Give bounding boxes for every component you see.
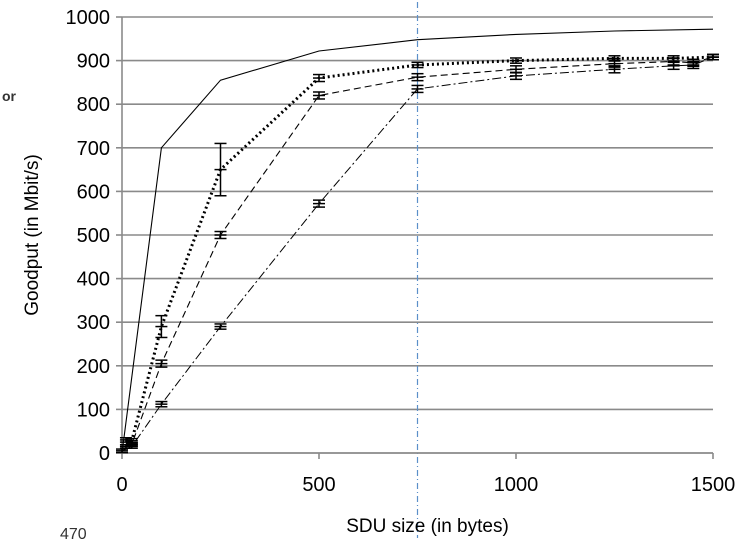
series-line-3 bbox=[125, 56, 714, 448]
error-bar-s2-3 bbox=[214, 142, 227, 197]
error-bar-s2-6 bbox=[510, 57, 522, 64]
y-tick-label-0: 0 bbox=[99, 443, 110, 465]
x-tick-labels: 0 500 1000 1500 bbox=[116, 474, 735, 496]
x-tick-label-0: 0 bbox=[116, 474, 127, 496]
x-tick-label-1500: 1500 bbox=[691, 474, 736, 496]
error-bar-s4-7 bbox=[608, 65, 621, 74]
cropped-text-fragment-left: or bbox=[2, 88, 16, 104]
error-bar-s4-1 bbox=[125, 443, 138, 449]
error-bar-s4-4 bbox=[313, 199, 325, 208]
error-bar-s4-2 bbox=[155, 400, 168, 408]
cropped-text-fragment-bottom: 470 bbox=[60, 526, 87, 543]
series-line-2 bbox=[125, 55, 714, 443]
error-bar-s4-0 bbox=[116, 448, 128, 454]
y-tick-label-800: 800 bbox=[77, 94, 110, 116]
error-bar-s3-3 bbox=[214, 230, 227, 240]
x-tick-label-1000: 1000 bbox=[494, 474, 539, 496]
error-bar-s3-2 bbox=[155, 359, 168, 368]
y-tick-label-300: 300 bbox=[77, 312, 110, 334]
y-tick-label-600: 600 bbox=[77, 181, 110, 203]
y-tick-labels: 0 100 200 300 400 500 600 700 800 900 1000 bbox=[66, 7, 111, 465]
error-bar-s3-4 bbox=[313, 91, 325, 100]
y-axis-title: Goodput (in Mbit/s) bbox=[22, 154, 43, 316]
y-tick-label-700: 700 bbox=[77, 138, 110, 160]
error-bar-s2-5 bbox=[411, 61, 424, 69]
series-line-1 bbox=[121, 28, 714, 454]
series-group bbox=[116, 28, 719, 454]
error-bar-s4-6 bbox=[510, 71, 522, 81]
series-line-4 bbox=[121, 56, 714, 452]
error-bar-s4-8 bbox=[667, 61, 680, 71]
x-axis-title: SDU size (in bytes) bbox=[346, 516, 509, 537]
y-tick-label-500: 500 bbox=[77, 225, 110, 247]
axes bbox=[116, 16, 714, 459]
error-bar-s4-10 bbox=[707, 53, 719, 61]
error-bar-s4-3 bbox=[214, 323, 227, 330]
error-bar-s4-5 bbox=[411, 84, 424, 94]
error-bar-s2-4 bbox=[313, 73, 325, 83]
y-tick-label-400: 400 bbox=[77, 269, 110, 291]
error-bar-s4-9 bbox=[687, 60, 700, 70]
x-tick-label-500: 500 bbox=[302, 474, 335, 496]
y-tick-label-900: 900 bbox=[77, 51, 110, 73]
y-tick-label-200: 200 bbox=[77, 356, 110, 378]
error-bar-s3-5 bbox=[411, 72, 424, 82]
y-tick-label-100: 100 bbox=[77, 399, 110, 421]
error-bar-s2-2 bbox=[155, 314, 168, 339]
y-tick-label-1000: 1000 bbox=[66, 7, 111, 29]
